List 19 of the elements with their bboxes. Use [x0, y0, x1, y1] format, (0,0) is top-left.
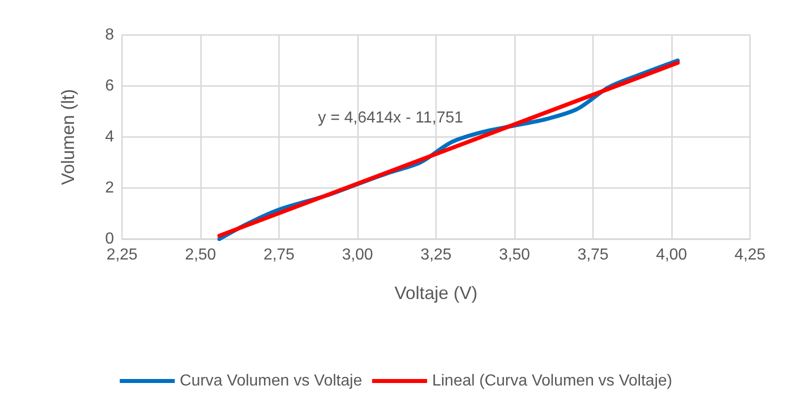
x-tick-label: 2,50 — [184, 246, 216, 264]
x-tick-label: 3,50 — [498, 246, 530, 264]
y-tick-label: 8 — [105, 26, 114, 44]
y-tick-label: 4 — [105, 128, 114, 146]
y-tick-label: 2 — [105, 180, 114, 196]
x-tick-label: 2,25 — [106, 246, 138, 264]
x-tick-label: 3,75 — [577, 246, 609, 264]
annotation: y = 4,6414x - 11,751 — [318, 110, 464, 126]
y-axis-title: Volumen (lt) — [58, 88, 78, 186]
legend-label: Lineal (Curva Volumen vs Voltaje) — [432, 372, 672, 390]
x-tick-label: 3,00 — [342, 246, 374, 264]
y-tick-label: 6 — [105, 78, 114, 94]
x-tick-label: 4,00 — [656, 246, 688, 264]
legend-label: Curva Volumen vs Voltaje — [180, 372, 362, 390]
x-axis-title: Voltaje (V) — [394, 283, 478, 303]
x-tick-label: 4,25 — [734, 246, 766, 264]
x-tick-label: 3,25 — [420, 246, 452, 264]
x-tick-label: 2,75 — [263, 246, 295, 264]
y-tick-label: 0 — [105, 230, 114, 248]
